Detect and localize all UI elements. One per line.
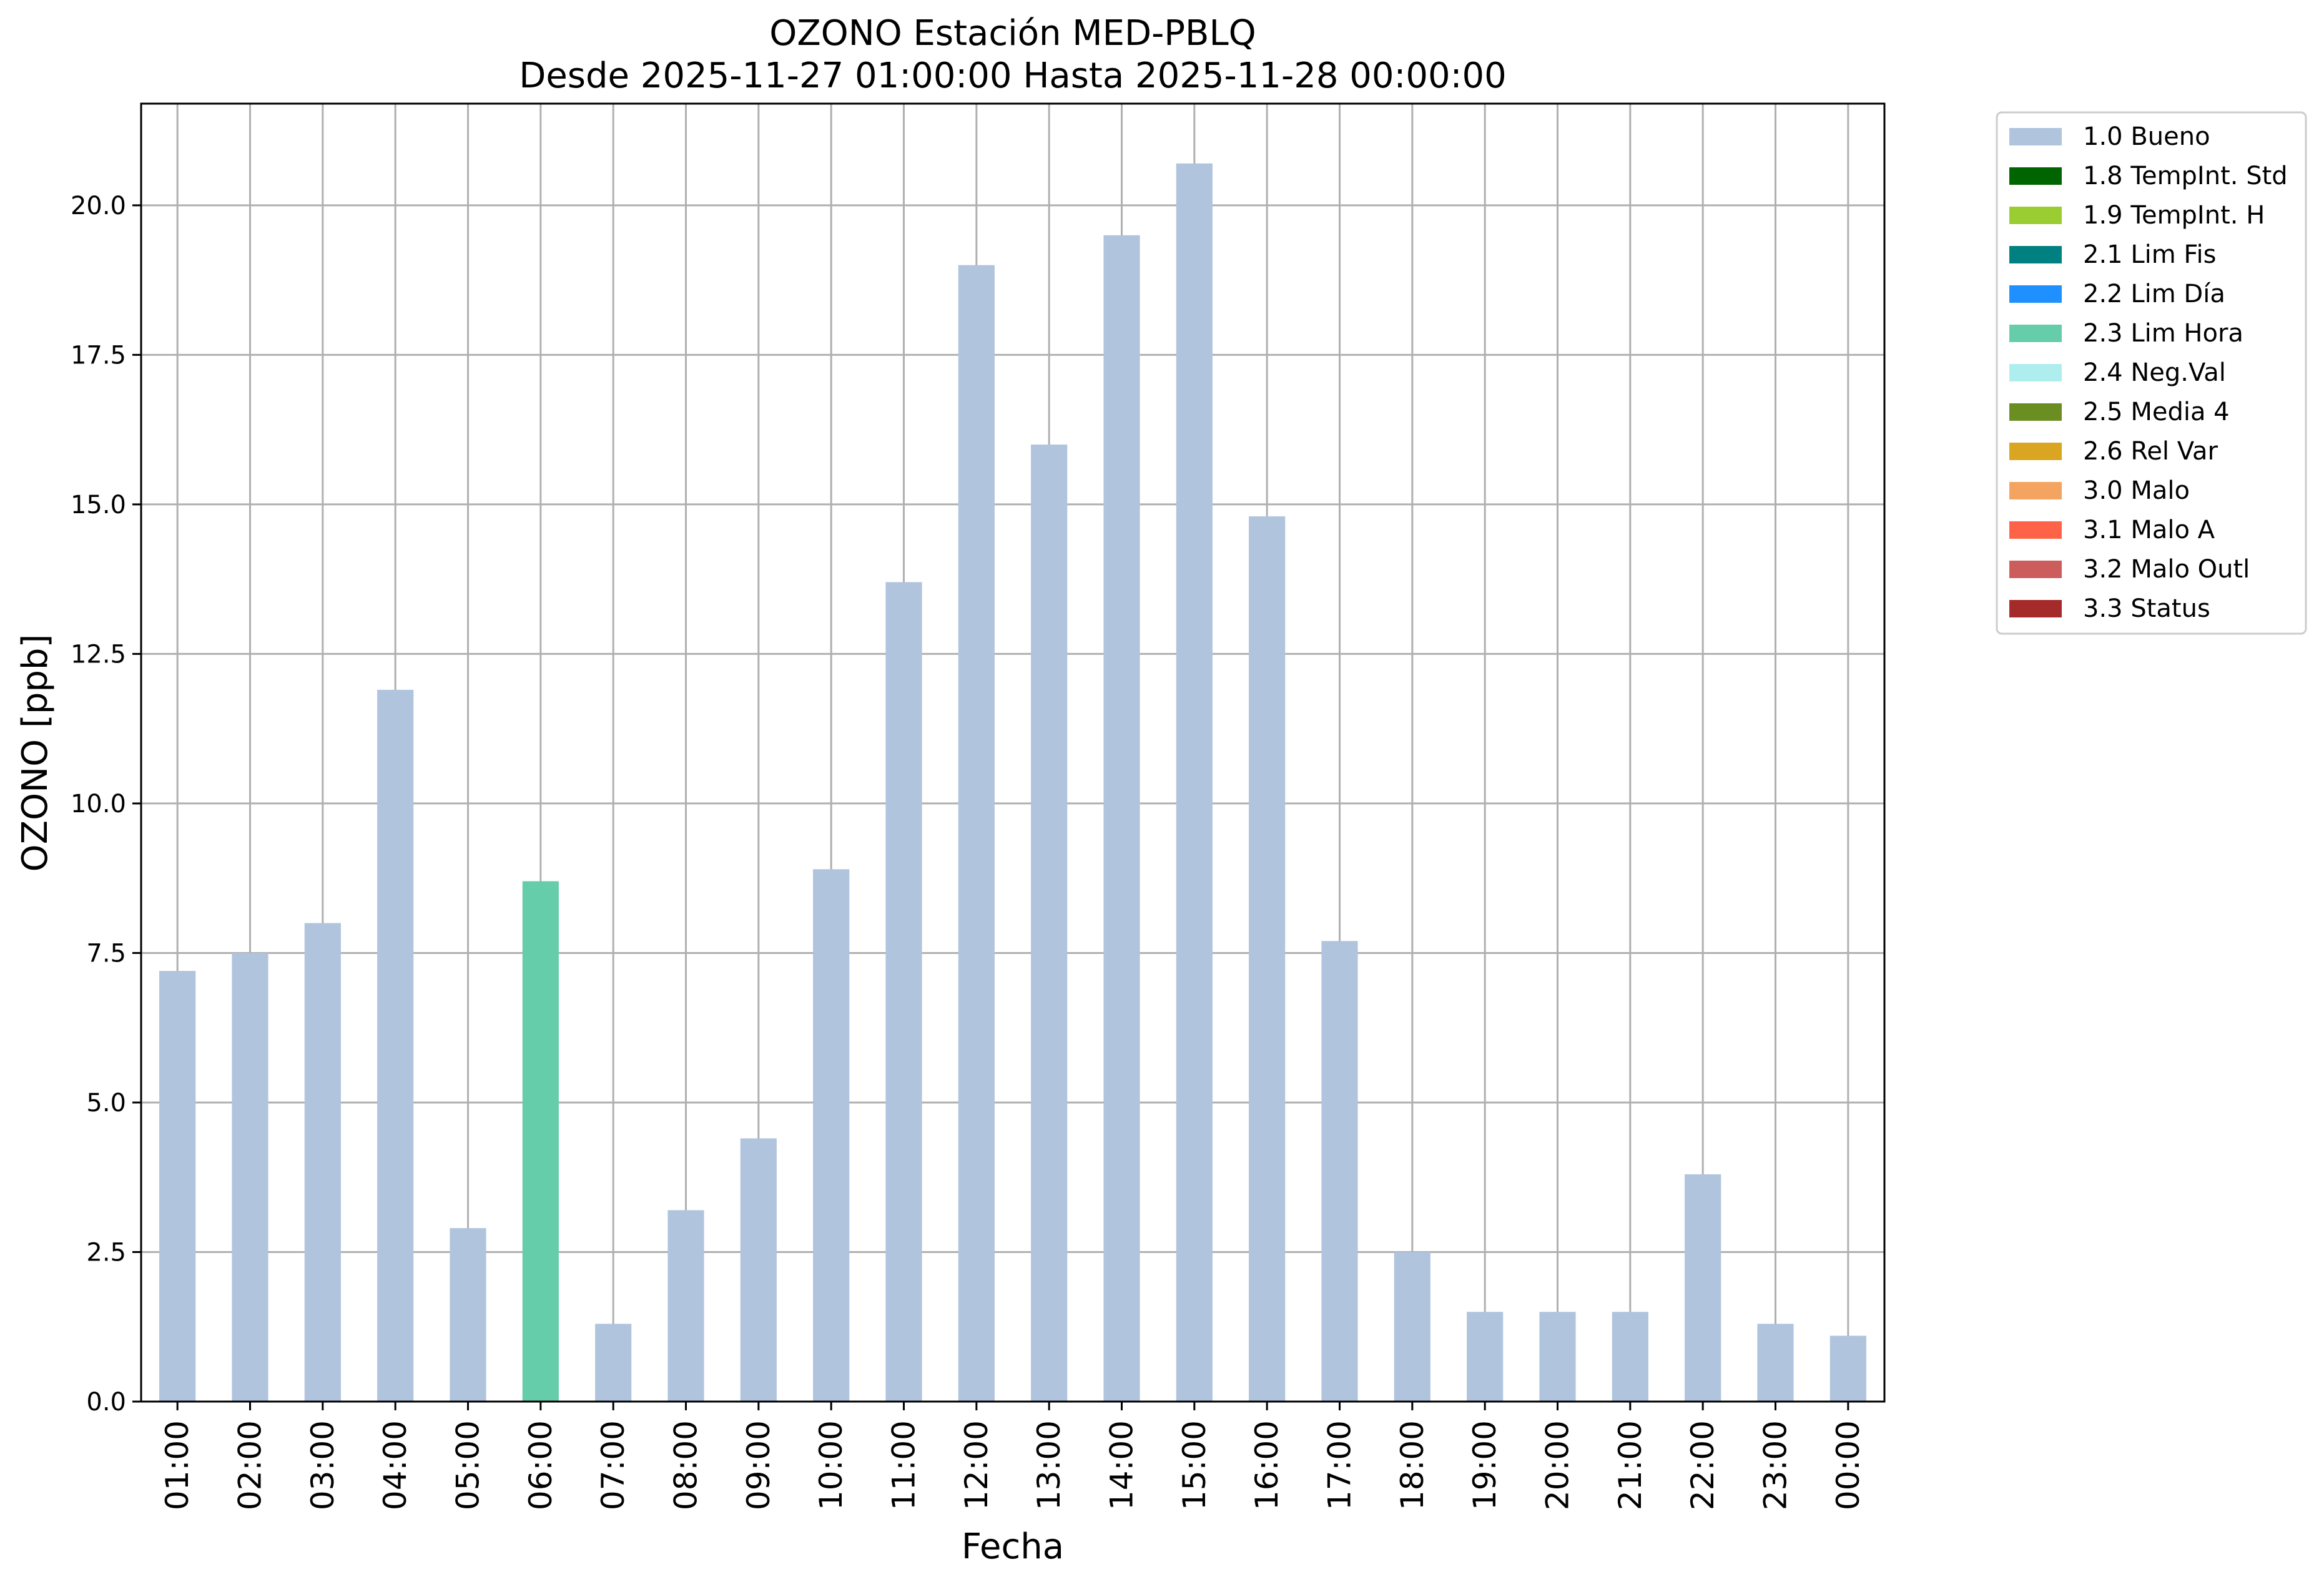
bar-1500 — [1176, 163, 1213, 1402]
y-tick-label: 5.0 — [86, 1089, 126, 1118]
legend-label: 1.9 TempInt. H — [2083, 201, 2265, 230]
bar-2200 — [1685, 1174, 1721, 1402]
legend-label: 2.3 Lim Hora — [2083, 319, 2243, 348]
bar-0100 — [159, 971, 196, 1402]
x-tick-label: 09:00 — [741, 1420, 777, 1510]
y-tick-label: 15.0 — [71, 491, 126, 519]
bar-1800 — [1394, 1252, 1430, 1402]
legend-label: 3.3 Status — [2083, 594, 2210, 623]
legend-swatch — [2009, 246, 2062, 263]
legend: 1.0 Bueno 1.8 TempInt. Std 1.9 TempInt. H 2… — [1996, 111, 2307, 635]
legend-swatch — [2009, 521, 2062, 539]
x-tick-label: 08:00 — [668, 1420, 704, 1510]
y-tick-label: 20.0 — [71, 192, 126, 220]
y-tick-label: 2.5 — [86, 1238, 126, 1267]
legend-swatch — [2009, 403, 2062, 421]
legend-swatch — [2009, 325, 2062, 342]
x-tick-label: 11:00 — [886, 1420, 922, 1510]
x-tick-label: 17:00 — [1322, 1420, 1358, 1510]
legend-label: 1.0 Bueno — [2083, 122, 2210, 151]
bar-1900 — [1467, 1312, 1504, 1402]
x-tick-label: 15:00 — [1176, 1420, 1213, 1510]
bar-0500 — [450, 1228, 486, 1402]
legend-label: 3.2 Malo Outl — [2083, 555, 2250, 584]
y-axis-ticks: 0.0 2.5 5.0 7.5 10.0 12.5 15.0 17.5 20.0 — [71, 192, 141, 1417]
bar-1200 — [958, 265, 995, 1402]
plot-frame — [140, 102, 1886, 1403]
y-tick-label: 0.0 — [86, 1388, 126, 1417]
legend-frame — [1996, 111, 2307, 635]
x-tick-label: 16:00 — [1249, 1420, 1285, 1510]
chart-subtitle: Desde 2025-11-27 01:00:00 Hasta 2025-11-… — [519, 56, 1507, 96]
legend-swatch — [2009, 600, 2062, 617]
y-tick-label: 10.0 — [71, 790, 126, 818]
x-tick-label: 04:00 — [377, 1420, 413, 1510]
legend-label: 2.1 Lim Fis — [2083, 240, 2216, 269]
bars — [159, 163, 1866, 1402]
bar-0300 — [304, 923, 341, 1402]
x-tick-label: 12:00 — [958, 1420, 995, 1510]
legend-swatch — [2009, 443, 2062, 460]
legend-swatch — [2009, 207, 2062, 224]
x-tick-label: 19:00 — [1467, 1420, 1503, 1510]
bar-0000 — [1829, 1335, 1866, 1402]
x-tick-label: 23:00 — [1758, 1420, 1794, 1510]
legend-swatch — [2009, 561, 2062, 578]
legend-label: 3.0 Malo — [2083, 476, 2190, 505]
x-tick-label: 07:00 — [595, 1420, 631, 1510]
y-tick-label: 17.5 — [71, 341, 126, 370]
legend-swatch — [2009, 482, 2062, 499]
x-tick-label: 03:00 — [305, 1420, 341, 1510]
legend-label: 2.2 Lim Día — [2083, 280, 2225, 308]
bar-2300 — [1757, 1324, 1794, 1402]
legend-swatch — [2009, 167, 2062, 185]
bar-1600 — [1249, 516, 1286, 1402]
legend-label: 3.1 Malo A — [2083, 516, 2215, 544]
x-tick-label: 06:00 — [523, 1420, 559, 1510]
bar-0700 — [595, 1324, 632, 1402]
bar-0400 — [377, 689, 414, 1402]
bar-0800 — [667, 1210, 704, 1402]
x-tick-label: 01:00 — [159, 1420, 195, 1510]
bar-2000 — [1539, 1312, 1576, 1402]
bar-0200 — [232, 953, 268, 1402]
legend-label: 1.8 TempInt. Std — [2083, 162, 2288, 190]
bar-1100 — [885, 582, 922, 1402]
y-tick-label: 12.5 — [71, 640, 126, 669]
x-tick-label: 00:00 — [1830, 1420, 1866, 1510]
x-tick-label: 20:00 — [1540, 1420, 1576, 1510]
x-tick-label: 14:00 — [1104, 1420, 1140, 1510]
legend-swatch — [2009, 128, 2062, 145]
legend-swatch — [2009, 364, 2062, 381]
x-tick-label: 10:00 — [813, 1420, 849, 1510]
legend-swatch — [2009, 285, 2062, 303]
x-tick-label: 02:00 — [232, 1420, 268, 1510]
y-tick-label: 7.5 — [86, 939, 126, 968]
x-axis-label: Fecha — [962, 1526, 1064, 1567]
x-tick-label: 13:00 — [1031, 1420, 1067, 1510]
bar-1700 — [1321, 941, 1358, 1402]
legend-label: 2.6 Rel Var — [2083, 437, 2218, 466]
bar-1000 — [813, 869, 850, 1402]
y-axis-label: OZONO [ppb] — [15, 634, 56, 872]
bar-1300 — [1031, 445, 1068, 1402]
bar-0600 — [522, 881, 559, 1402]
x-tick-label: 18:00 — [1394, 1420, 1430, 1510]
bar-0900 — [740, 1138, 777, 1402]
chart-title: OZONO Estación MED-PBLQ — [769, 13, 1256, 54]
legend-label: 2.4 Neg.Val — [2083, 358, 2226, 387]
x-axis-ticks: 01:00 02:00 03:00 04:00 05:00 06:00 07:00 08:00… — [159, 1402, 1866, 1510]
x-tick-label: 21:00 — [1612, 1420, 1648, 1510]
legend-label: 2.5 Media 4 — [2083, 398, 2230, 426]
x-tick-label: 22:00 — [1685, 1420, 1721, 1510]
bar-2100 — [1612, 1312, 1648, 1402]
x-tick-label: 05:00 — [450, 1420, 486, 1510]
bar-1400 — [1103, 235, 1140, 1402]
